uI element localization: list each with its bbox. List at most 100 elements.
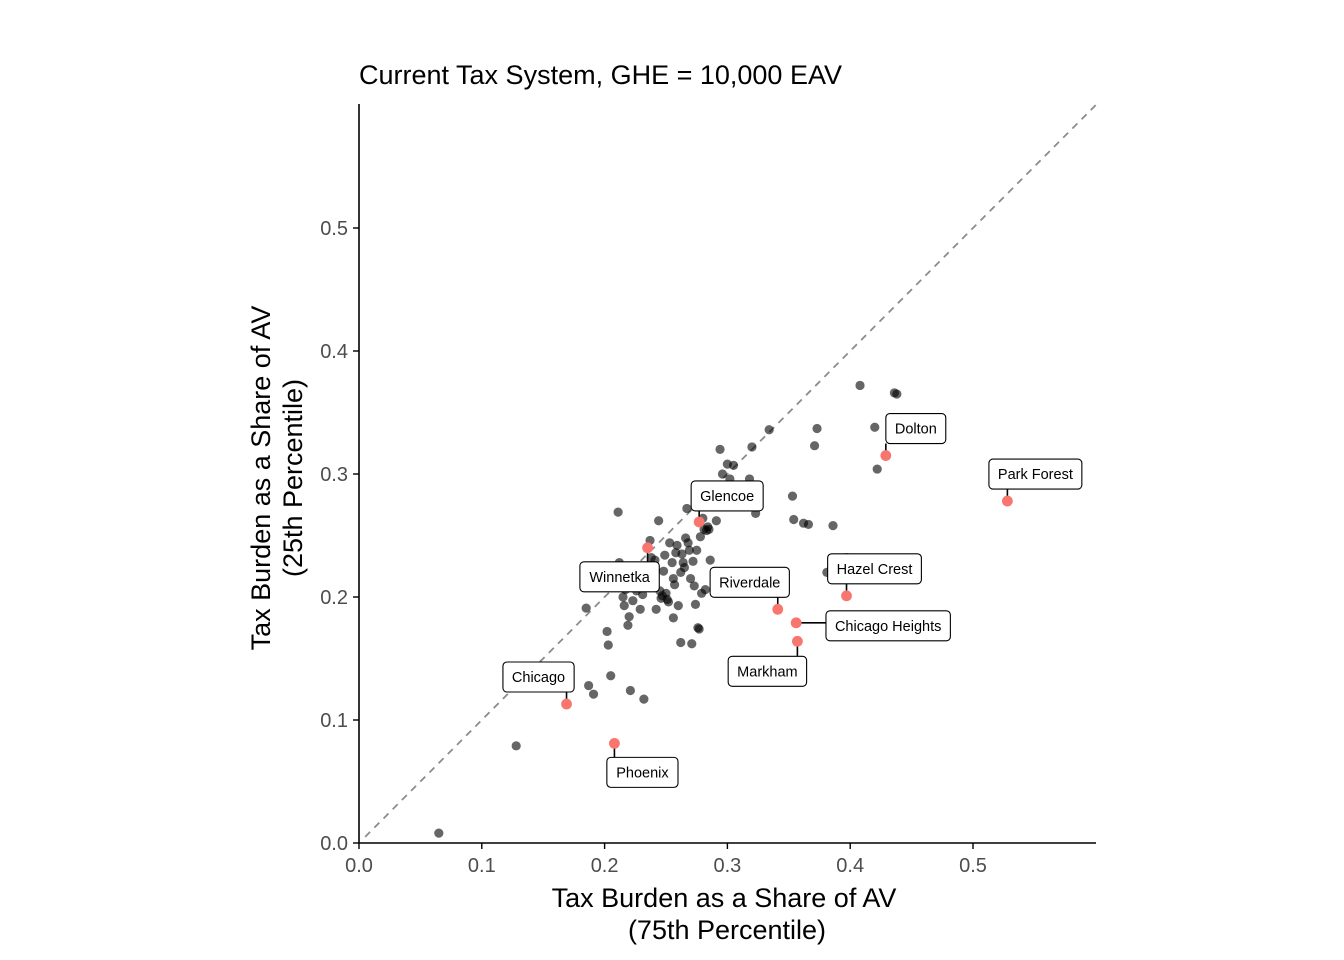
- data-point: [676, 637, 686, 648]
- data-point: [613, 507, 623, 517]
- x-tick-label: 0.5: [959, 855, 987, 877]
- y-axis-title-line-1: Tax Burden as a Share of AV: [246, 306, 276, 651]
- highlighted-point: [609, 737, 620, 749]
- data-point: [669, 580, 680, 590]
- data-point: [665, 538, 675, 548]
- data-point: [872, 464, 882, 474]
- highlighted-point: [791, 635, 803, 647]
- data-point: [855, 380, 865, 391]
- data-point: [764, 425, 774, 435]
- point-label: Markham: [727, 655, 808, 687]
- data-point: [704, 524, 714, 534]
- data-point: [828, 521, 838, 531]
- label-text: Glencoe: [700, 489, 754, 505]
- x-tick-label: 0.0: [345, 855, 373, 877]
- point-label: Phoenix: [606, 756, 679, 788]
- data-point: [715, 444, 725, 454]
- data-point: [624, 612, 634, 622]
- highlighted-point: [693, 516, 705, 528]
- highlighted-point: [841, 590, 852, 602]
- data-point: [689, 581, 699, 591]
- data-point: [511, 741, 521, 751]
- data-point: [619, 601, 629, 611]
- point-label: Hazel Crest: [827, 553, 922, 585]
- axes: 0.0 0.1 0.2 0.3 0.4 0.5 0.0 0.1 0.2 0.3 0.4 0.5: [320, 104, 1096, 877]
- data-point: [747, 442, 757, 452]
- point-label: Park Forest: [988, 458, 1083, 490]
- highlighted-point: [772, 603, 784, 615]
- data-point: [692, 545, 702, 555]
- label-text: Markham: [737, 664, 797, 680]
- data-point: [606, 671, 616, 681]
- data-point: [695, 532, 705, 542]
- x-tick-label: 0.3: [713, 855, 741, 877]
- point-label: Glencoe: [690, 480, 764, 512]
- label-box: [827, 553, 922, 585]
- data-point: [654, 516, 664, 526]
- label-text: Phoenix: [616, 765, 669, 781]
- data-point: [687, 639, 697, 649]
- y-axis-title-line-2: (25th Percentile): [278, 379, 308, 577]
- point-label: Chicago Heights: [825, 610, 951, 642]
- data-point: [787, 491, 798, 501]
- municipality-labels: Dolton Park Forest Glencoe Winnetka Hazel Cr…: [502, 412, 1083, 788]
- data-point: [623, 620, 633, 630]
- y-tick-label: 0.3: [320, 464, 348, 486]
- data-point: [684, 545, 694, 555]
- label-box: [606, 756, 679, 788]
- data-point: [700, 585, 710, 595]
- x-axis-title-line-2: (75th Percentile): [628, 915, 826, 945]
- data-point: [688, 556, 698, 566]
- data-point: [673, 601, 683, 611]
- label-box: [709, 566, 790, 598]
- point-label: Winnetka: [579, 561, 660, 593]
- data-point: [803, 519, 814, 530]
- data-point: [639, 694, 649, 704]
- highlighted-point: [1001, 495, 1013, 507]
- y-tick-label: 0.5: [320, 218, 348, 240]
- data-point: [892, 389, 902, 399]
- data-point: [690, 599, 701, 609]
- data-point: [588, 689, 599, 699]
- data-point: [870, 422, 880, 432]
- label-box: [502, 661, 575, 693]
- data-point: [581, 603, 591, 613]
- chart-title: Current Tax System, GHE = 10,000 EAV: [359, 60, 842, 90]
- highlighted-point: [790, 617, 802, 629]
- x-tick-label: 0.2: [591, 855, 619, 877]
- data-point: [717, 469, 728, 479]
- label-text: Winnetka: [589, 570, 650, 586]
- data-point: [685, 573, 696, 584]
- unlabeled-points: [434, 380, 902, 838]
- data-point: [705, 555, 715, 565]
- highlighted-point: [561, 698, 572, 710]
- y-axis-ticks: 0.0 0.1 0.2 0.3 0.4 0.5: [320, 218, 359, 855]
- label-box: [988, 458, 1083, 490]
- x-tick-label: 0.4: [836, 855, 864, 877]
- data-point: [602, 626, 612, 637]
- y-tick-label: 0.1: [320, 710, 348, 732]
- data-point: [789, 514, 799, 525]
- label-text: Hazel Crest: [837, 562, 913, 578]
- data-point: [677, 549, 687, 559]
- label-text: Park Forest: [998, 467, 1073, 483]
- point-label: Dolton: [885, 412, 947, 445]
- x-axis-title-line-1: Tax Burden as a Share of AV: [552, 883, 897, 913]
- data-point: [679, 562, 690, 573]
- highlighted-point: [880, 450, 892, 461]
- data-point: [434, 828, 444, 838]
- data-point: [658, 566, 669, 576]
- plot-panel: Dolton Park Forest Glencoe Winnetka Hazel Cr…: [364, 103, 1098, 838]
- data-point: [618, 592, 628, 602]
- point-label: Chicago: [502, 661, 575, 693]
- data-point: [711, 516, 721, 526]
- data-point: [603, 640, 613, 650]
- point-label: Riverdale: [709, 566, 790, 598]
- label-box: [690, 480, 764, 512]
- data-point: [584, 680, 594, 691]
- label-text: Chicago: [512, 670, 565, 686]
- reference-line-y-equals-x: [364, 103, 1098, 838]
- y-tick-label: 0.2: [320, 587, 348, 609]
- data-point: [668, 613, 678, 623]
